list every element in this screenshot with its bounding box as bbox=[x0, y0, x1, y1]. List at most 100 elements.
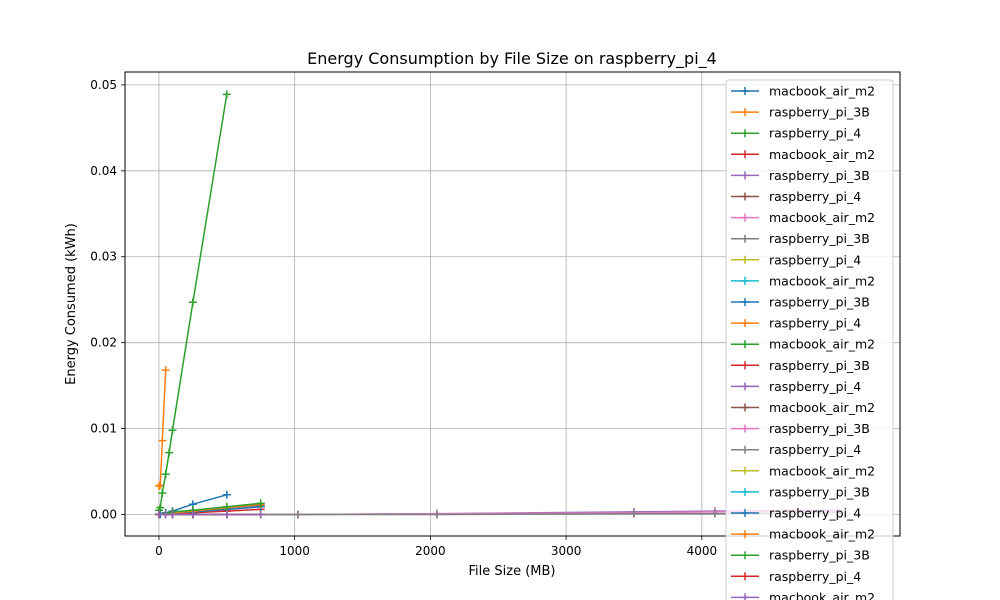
legend-label: raspberry_pi_4 bbox=[769, 252, 861, 267]
data-point bbox=[161, 510, 170, 519]
legend-marker bbox=[741, 551, 749, 560]
x-tick-label: 3000 bbox=[551, 544, 582, 558]
y-tick-label: 0.03 bbox=[90, 250, 117, 264]
x-tick-label: 4000 bbox=[687, 544, 718, 558]
x-axis: 0 1000 2000 3000 4000 bbox=[155, 536, 717, 558]
data-point bbox=[155, 482, 164, 491]
data-point bbox=[256, 499, 265, 508]
series-raspberry_pi_4 bbox=[155, 90, 231, 515]
series-macbook_air_m2 bbox=[155, 510, 265, 519]
legend-item: raspberry_pi_4 bbox=[731, 569, 861, 584]
y-axis-label: Energy Consumed (kWh) bbox=[64, 223, 79, 385]
legend-label: macbook_air_m2 bbox=[769, 210, 875, 225]
y-tick-label: 0.02 bbox=[90, 336, 117, 350]
legend-item: macbook_air_m2 bbox=[731, 463, 875, 478]
legend-label: raspberry_pi_3B bbox=[769, 548, 870, 563]
legend-marker bbox=[741, 150, 749, 159]
legend: macbook_air_m2 raspberry_pi_3B raspberry_p… bbox=[725, 79, 894, 600]
plot-series bbox=[155, 90, 842, 519]
legend-item: raspberry_pi_3B bbox=[731, 168, 870, 183]
legend-item: raspberry_pi_4 bbox=[731, 126, 861, 141]
data-point bbox=[188, 298, 197, 307]
legend-label: macbook_air_m2 bbox=[769, 463, 875, 478]
legend-label: raspberry_pi_3B bbox=[769, 295, 870, 310]
data-point bbox=[222, 490, 231, 499]
legend-label: raspberry_pi_3B bbox=[769, 421, 870, 436]
legend-item: macbook_air_m2 bbox=[731, 210, 875, 225]
data-point bbox=[168, 426, 177, 435]
legend-item: raspberry_pi_3B bbox=[731, 548, 870, 563]
data-point bbox=[188, 510, 197, 519]
legend-marker bbox=[741, 340, 749, 349]
legend-marker bbox=[741, 593, 749, 600]
legend-item: macbook_air_m2 bbox=[731, 147, 875, 162]
legend-label: raspberry_pi_3B bbox=[769, 484, 870, 499]
series-macbook_air_m2 bbox=[155, 499, 265, 519]
legend-item: raspberry_pi_4 bbox=[731, 189, 861, 204]
legend-label: macbook_air_m2 bbox=[769, 84, 875, 99]
legend-label: macbook_air_m2 bbox=[769, 337, 875, 352]
legend-label: macbook_air_m2 bbox=[769, 273, 875, 288]
legend-item: raspberry_pi_4 bbox=[731, 252, 861, 267]
data-point bbox=[158, 489, 167, 498]
legend-marker bbox=[741, 572, 749, 581]
data-point bbox=[161, 366, 170, 375]
legend-label: raspberry_pi_4 bbox=[769, 569, 861, 584]
legend-box bbox=[725, 79, 894, 600]
chart-title: Energy Consumption by File Size on raspb… bbox=[307, 49, 717, 69]
data-point bbox=[293, 510, 302, 519]
legend-marker bbox=[741, 255, 749, 264]
legend-item: raspberry_pi_3B bbox=[731, 231, 870, 246]
y-tick-label: 0.01 bbox=[90, 422, 117, 436]
data-point bbox=[222, 510, 231, 519]
legend-item: raspberry_pi_3B bbox=[731, 358, 870, 373]
data-point bbox=[168, 510, 177, 519]
x-tick-label: 0 bbox=[155, 544, 163, 558]
data-point bbox=[710, 509, 719, 518]
data-point bbox=[161, 470, 170, 479]
legend-label: raspberry_pi_4 bbox=[769, 316, 861, 331]
series-raspberry_pi_3B bbox=[155, 366, 170, 491]
legend-marker bbox=[741, 213, 749, 222]
legend-item: raspberry_pi_3B bbox=[731, 295, 870, 310]
legend-label: raspberry_pi_4 bbox=[769, 189, 861, 204]
legend-label: macbook_air_m2 bbox=[769, 400, 875, 415]
legend-item: macbook_air_m2 bbox=[731, 84, 875, 99]
legend-marker bbox=[741, 192, 749, 201]
legend-label: raspberry_pi_4 bbox=[769, 126, 861, 141]
legend-item: raspberry_pi_4 bbox=[731, 316, 861, 331]
legend-marker bbox=[741, 129, 749, 138]
legend-item: macbook_air_m2 bbox=[731, 590, 875, 600]
legend-marker bbox=[741, 108, 749, 117]
legend-label: raspberry_pi_3B bbox=[769, 168, 870, 183]
legend-marker bbox=[741, 361, 749, 370]
legend-label: raspberry_pi_3B bbox=[769, 105, 870, 120]
legend-marker bbox=[741, 530, 749, 539]
legend-label: macbook_air_m2 bbox=[769, 590, 875, 600]
data-point bbox=[222, 90, 231, 99]
legend-marker bbox=[741, 276, 749, 285]
y-tick-label: 0.04 bbox=[90, 164, 117, 178]
legend-marker bbox=[741, 509, 749, 517]
legend-item: macbook_air_m2 bbox=[731, 400, 875, 415]
y-tick-label: 0.05 bbox=[90, 78, 117, 92]
legend-label: macbook_air_m2 bbox=[769, 527, 875, 542]
data-point bbox=[432, 510, 441, 519]
data-point bbox=[165, 448, 174, 457]
legend-item: raspberry_pi_3B bbox=[731, 484, 870, 499]
legend-marker bbox=[741, 382, 749, 391]
legend-marker bbox=[741, 466, 749, 475]
legend-label: raspberry_pi_4 bbox=[769, 379, 861, 394]
x-tick-label: 1000 bbox=[279, 544, 310, 558]
x-tick-label: 2000 bbox=[415, 544, 446, 558]
legend-item: macbook_air_m2 bbox=[731, 337, 875, 352]
legend-marker bbox=[741, 171, 749, 180]
legend-item: raspberry_pi_4 bbox=[731, 442, 861, 457]
legend-marker bbox=[741, 234, 749, 243]
x-axis-label: File Size (MB) bbox=[469, 564, 556, 579]
legend-marker bbox=[741, 403, 749, 412]
data-point bbox=[156, 503, 165, 512]
data-point bbox=[158, 436, 167, 445]
legend-label: macbook_air_m2 bbox=[769, 147, 875, 162]
